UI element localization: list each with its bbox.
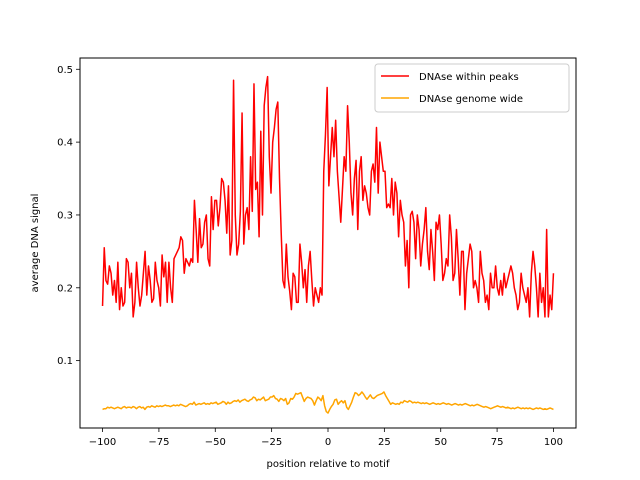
y-axis: 0.1 0.2 0.3 0.4 0.5 [57,65,80,367]
x-axis: −100 −75 −50 −25 0 25 50 75 100 [89,428,563,448]
y-tick-label: 0.3 [57,210,73,221]
legend-label-dnase-within-peaks: DNAse within peaks [419,72,519,83]
x-axis-label: position relative to motif [267,459,390,470]
x-tick-label: 75 [491,437,504,448]
x-tick-label: 25 [378,437,391,448]
y-tick-label: 0.1 [57,356,73,367]
x-tick-label: 0 [325,437,331,448]
x-tick-label: 50 [434,437,447,448]
y-tick-label: 0.5 [57,65,73,76]
legend-label-dnase-genome-wide: DNAse genome wide [419,94,523,105]
legend-box [374,63,570,113]
y-axis-label: average DNA signal [30,194,41,293]
x-tick-label: −25 [261,437,282,448]
x-tick-label: −75 [148,437,169,448]
x-tick-label: −100 [89,437,116,448]
x-tick-label: 100 [544,437,563,448]
legend: DNAse within peaks DNAse genome wide [374,63,570,113]
series-line-dnase-genome-wide [102,391,554,414]
series-layer [101,75,555,414]
series-line-dnase-within-peaks [101,75,555,318]
x-tick-label: −50 [205,437,226,448]
y-tick-label: 0.2 [57,283,73,294]
y-tick-label: 0.4 [57,138,73,149]
